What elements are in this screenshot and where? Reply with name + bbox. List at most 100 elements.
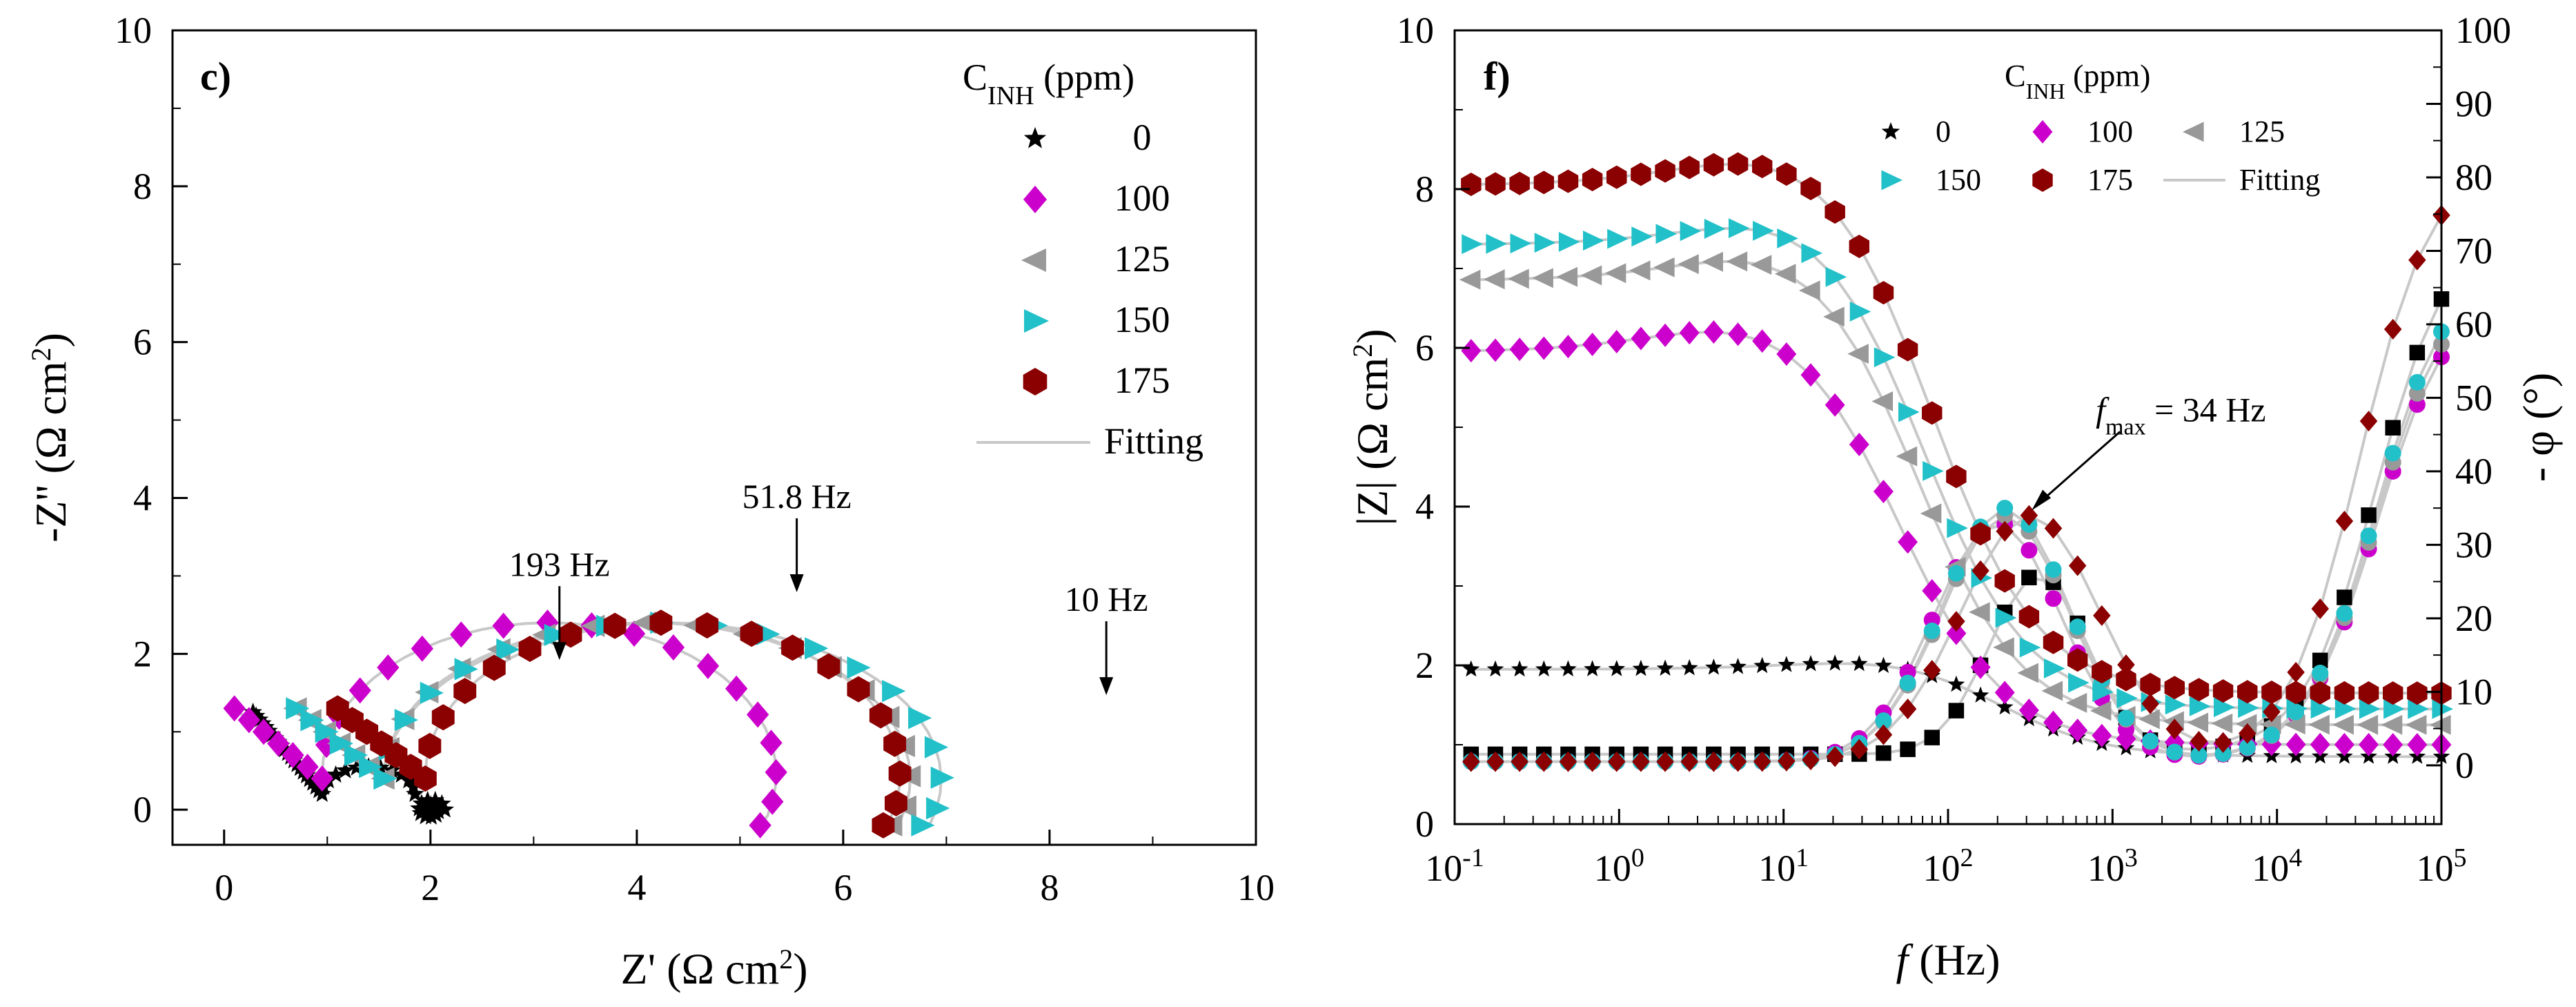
nyquist-series-175-point: [413, 765, 437, 792]
bode-series-125-modulus-point: [1702, 251, 1723, 272]
nyquist-series-0-point: [336, 761, 355, 779]
bode-series-150-modulus-point: [2116, 688, 2138, 709]
bode-series-100-modulus-point: [1898, 530, 1918, 554]
nyquist-series-175-point: [559, 621, 582, 648]
bode-series-175-modulus-point: [1461, 173, 1482, 197]
bode-series-0-modulus-point: [1511, 660, 1528, 677]
bode-series-150-phase-point: [2190, 747, 2208, 764]
nyquist-series-0-point: [313, 784, 332, 802]
bode-legend-label: 100: [2087, 115, 2133, 148]
bode-series-175-modulus-point: [2261, 681, 2282, 704]
nyquist-series-100-point: [296, 754, 319, 781]
nyquist-legend-marker: [1023, 368, 1048, 395]
bode-series-175-phase-point: [1826, 746, 1844, 768]
nyquist-series-0-point: [404, 777, 423, 795]
nyquist-annotation-label: 10 Hz: [1065, 580, 1148, 618]
nyquist-legend-entry-0: 0: [1023, 117, 1152, 158]
bode-series-175-modulus-point: [2285, 681, 2306, 705]
bode-series-0-phase-point: [1948, 703, 1965, 718]
bode-series-100-modulus-point: [1970, 655, 1991, 679]
bode-series-0-modulus-point: [1632, 659, 1650, 676]
bode-series-125-modulus-point: [2405, 714, 2427, 735]
bode-series-150-modulus-point: [1486, 233, 1507, 254]
bode-series-175-modulus-point: [2188, 678, 2210, 702]
nyquist-series-150-point: [930, 766, 954, 789]
bode-legend-marker: [2183, 121, 2204, 142]
bode-panel-label: f): [1484, 54, 1511, 99]
bode-series-100-modulus-point: [1994, 681, 2015, 705]
nyquist-series-100-point: [450, 621, 473, 648]
bode-series-150-modulus-point: [1825, 266, 1847, 287]
bode-series-0-modulus-point: [1584, 660, 1601, 676]
bode-series-125-modulus-point: [1678, 254, 1699, 275]
bode-series-175-phase-point: [2141, 693, 2159, 714]
nyquist-y-tick-label: 2: [133, 633, 152, 674]
bode-x-tick-label: 103: [2087, 843, 2138, 889]
bode-series-175-modulus-point: [1970, 522, 1991, 546]
bode-series-175-modulus-point: [1679, 155, 1700, 179]
bode-series-175-modulus-point: [1533, 170, 1554, 195]
bode-series-100-modulus-point: [1679, 321, 1700, 345]
bode-series-100-modulus-point: [1582, 332, 1603, 356]
nyquist-series-0-point: [288, 754, 306, 772]
bode-series-150-modulus-point: [1462, 234, 1483, 255]
bode-series-175-modulus-point: [1557, 169, 1579, 193]
bode-series-175-phase-point: [1462, 751, 1480, 772]
bode-series-125-modulus-point: [2332, 714, 2354, 735]
nyquist-series-0-point: [418, 802, 437, 820]
nyquist-series-150-point: [496, 638, 520, 661]
nyquist-series-150-point: [315, 721, 339, 743]
bode-series-175-modulus-point: [2140, 672, 2161, 696]
bode-right-y-tick-label: 100: [2455, 10, 2511, 51]
nyquist-annotation-label: 193 Hz: [509, 545, 610, 583]
bode-series-0-modulus-point: [1608, 660, 1626, 676]
nyquist-series-150-point: [926, 796, 950, 820]
nyquist-x-tick-label: 6: [834, 867, 852, 908]
bode-series-150-phase-point: [2166, 743, 2183, 761]
nyquist-y-tick-label: 4: [133, 478, 152, 519]
bode-series-175-modulus-point: [2407, 681, 2428, 705]
bode-series-100-modulus-point: [1946, 621, 1967, 645]
nyquist-series-100-point: [492, 612, 515, 639]
bode-series-175-modulus-point: [1897, 338, 1918, 362]
bode-series-125-modulus-point: [2017, 663, 2038, 683]
bode-series-150-modulus-point: [1898, 402, 1920, 422]
bode-series-150-modulus-point: [2408, 698, 2429, 719]
bode-series-0-modulus-point: [1680, 658, 1698, 676]
bode-legend-label: 125: [2239, 115, 2285, 148]
nyquist-legend-entry-150: 150: [1024, 299, 1170, 340]
nyquist-series-0-point: [326, 765, 345, 783]
bode-series-0-modulus-point: [1705, 658, 1722, 675]
bode-series-125-modulus-point: [1993, 637, 2014, 658]
nyquist-series-150-point: [344, 743, 368, 767]
bode-x-tick-label: 102: [1923, 843, 1974, 889]
bode-series-125-modulus-point: [1750, 255, 1772, 275]
bode-series-175-phase-point: [1923, 660, 1941, 681]
bode-series-150-modulus-point: [1849, 301, 1871, 322]
bode-series-0-phase-point: [2337, 589, 2352, 605]
nyquist-series-150-point: [908, 707, 932, 730]
bode-series-175-modulus-point: [2358, 681, 2379, 705]
nyquist-annotation-label: 51.8 Hz: [742, 477, 851, 516]
bode-series-100-modulus-point: [1874, 480, 1894, 504]
bode-series-175-phase-point: [1680, 751, 1698, 772]
bode-series-175-phase-point: [1874, 724, 1893, 745]
nyquist-series-100-point: [622, 620, 646, 647]
bode-series-175-modulus-point: [1727, 152, 1749, 176]
nyquist-series-175-point: [649, 609, 673, 636]
bode-series-100-modulus-point: [1509, 338, 1530, 362]
bode-series-150-modulus-point: [1704, 219, 1726, 239]
nyquist-series-175-point: [740, 620, 763, 647]
bode-series-175-phase-point: [1486, 751, 1504, 772]
nyquist-series-150-point: [373, 767, 397, 790]
bode-series-125-modulus-point: [1823, 306, 1845, 327]
nyquist-series-175-point: [869, 702, 892, 729]
bode-series-0-modulus-point: [1462, 660, 1480, 677]
nyquist-annotation-arrowhead: [552, 642, 567, 661]
nyquist-y-axis-label: -Z'' (Ω cm2): [26, 333, 76, 542]
nyquist-series-0-point: [400, 770, 418, 789]
bode-series-150-phase-point: [2117, 710, 2134, 727]
nyquist-series-150-point: [454, 658, 478, 681]
